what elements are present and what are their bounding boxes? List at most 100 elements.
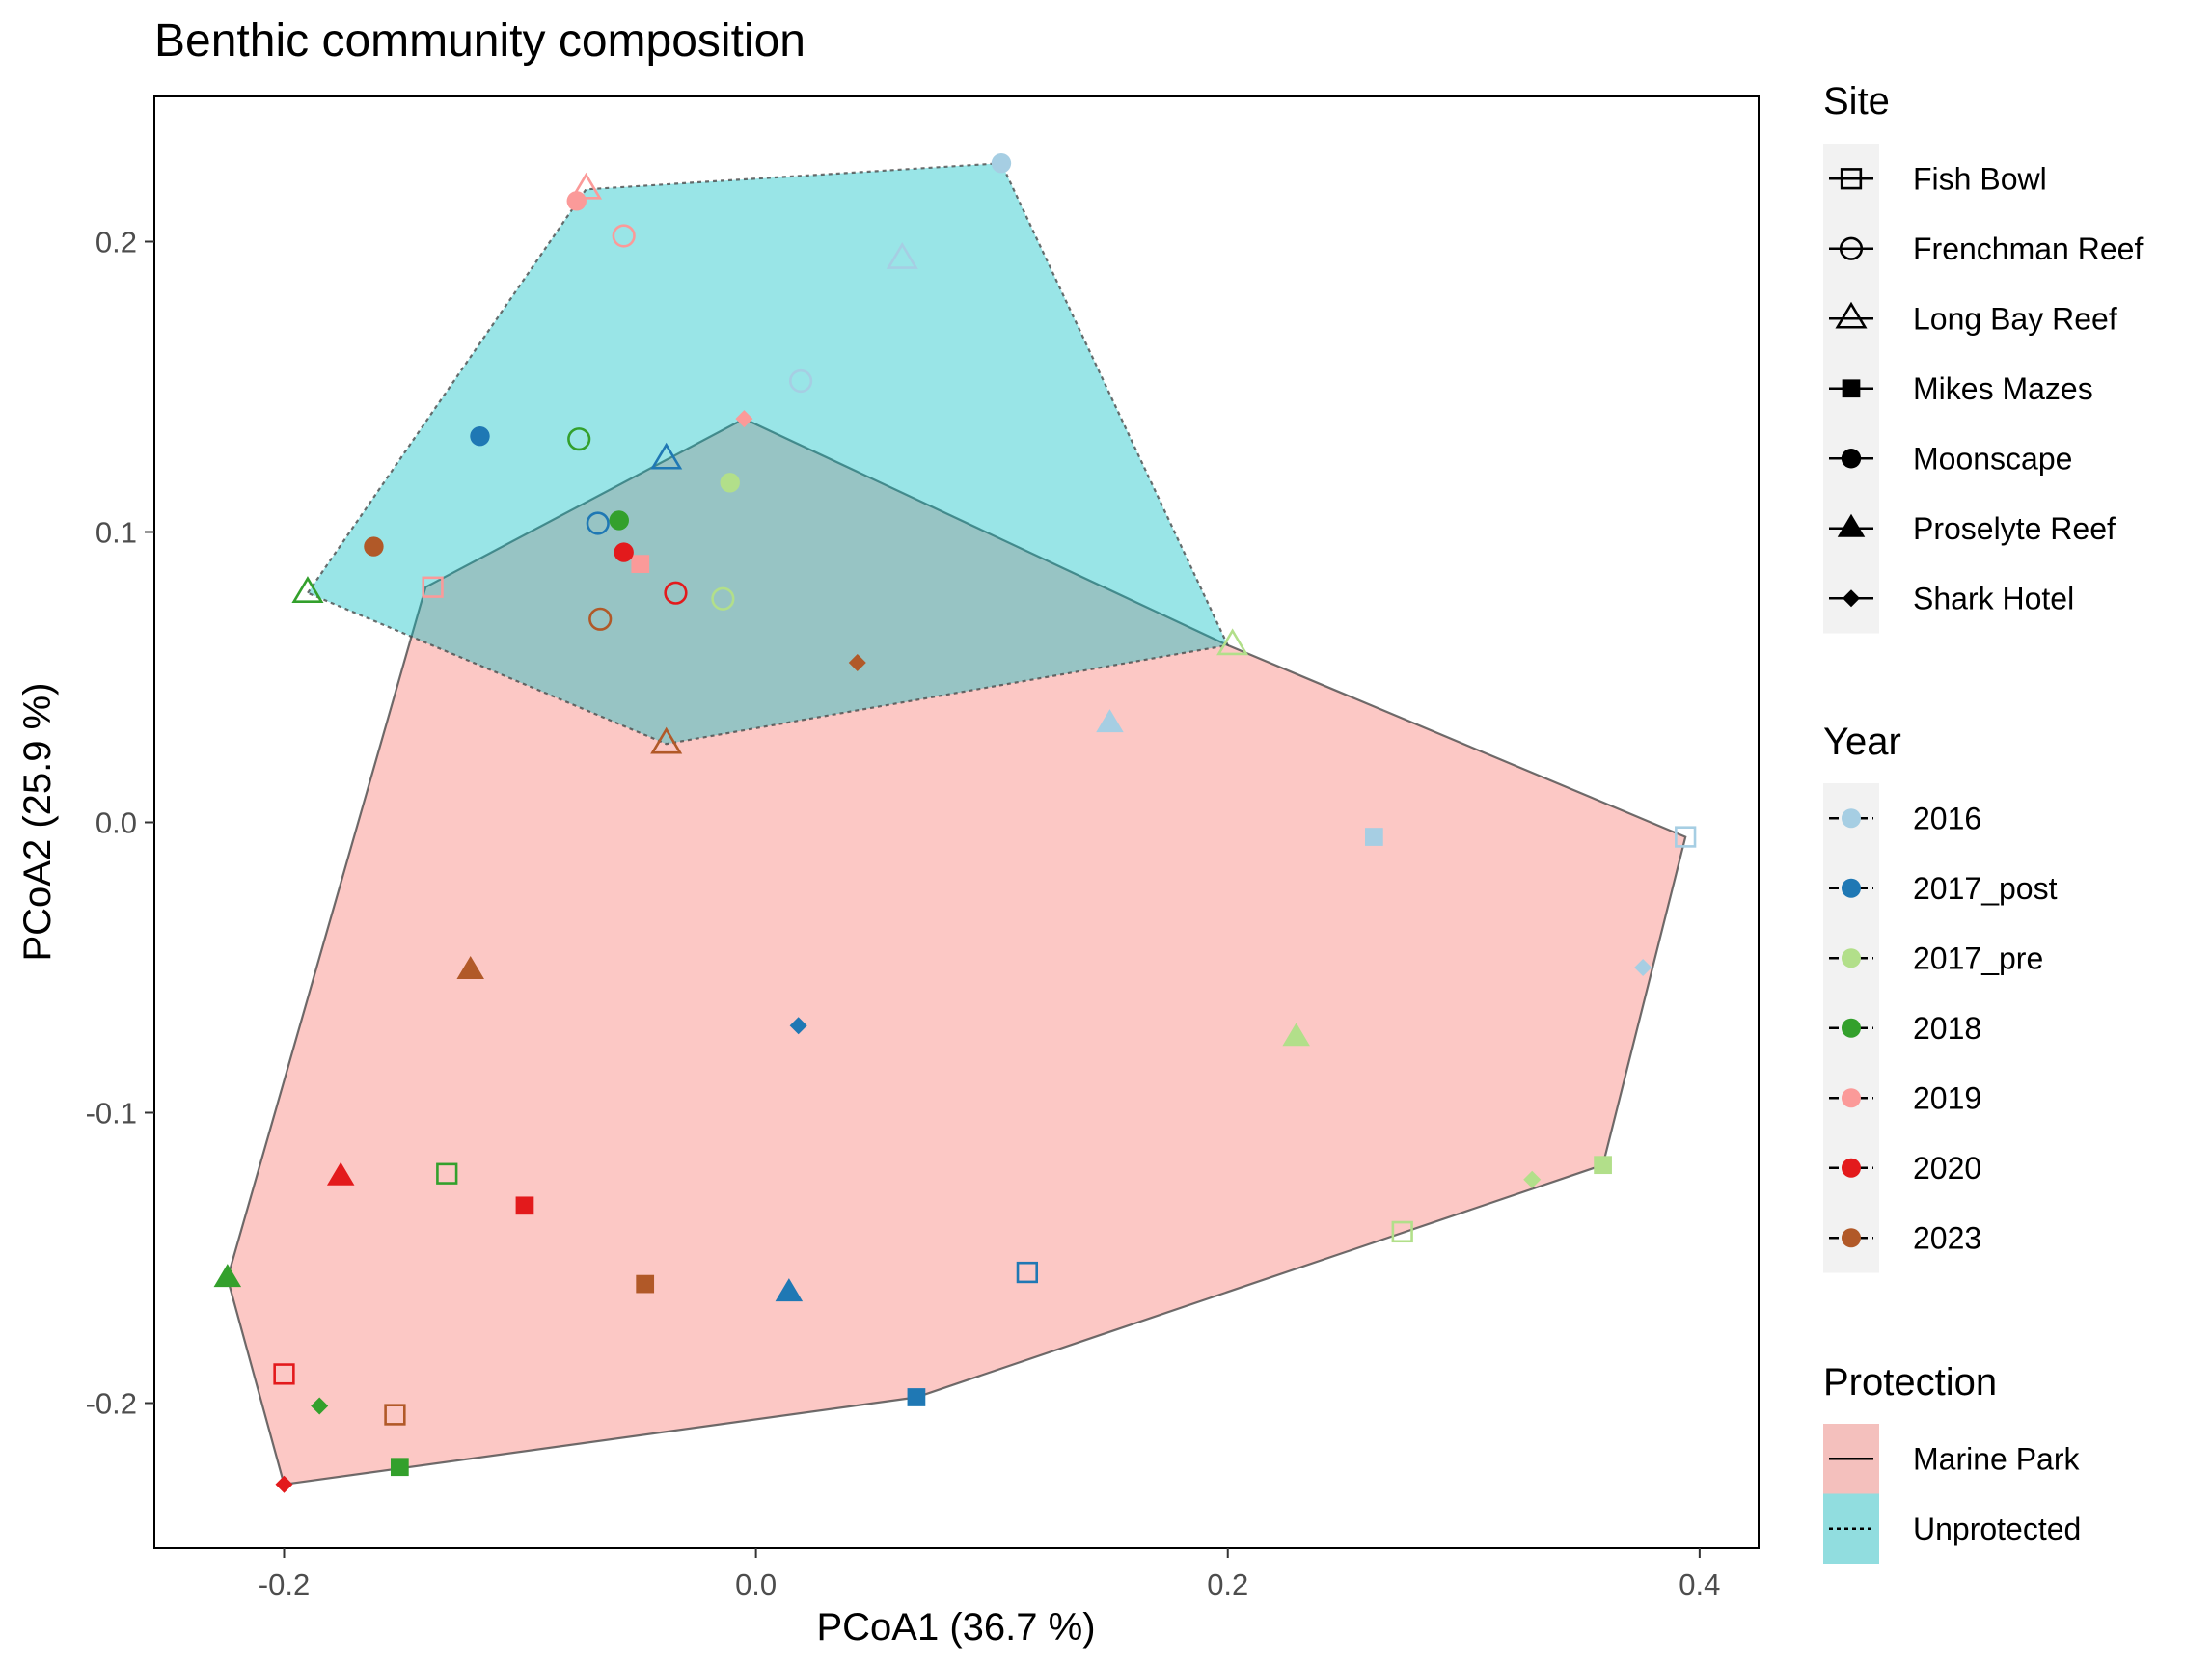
point-long-bay-reef-2018 — [291, 576, 324, 604]
point-moonscape-2023 — [364, 536, 384, 557]
legend-year-swatch — [1842, 808, 1861, 829]
plot-area — [153, 95, 1760, 1549]
point-moonscape-2017-post — [470, 425, 490, 447]
point-fish-bowl-2016 — [1675, 826, 1697, 848]
point-mikes-mazes-2018 — [390, 1458, 409, 1477]
point-shark-hotel-2023 — [848, 653, 866, 671]
legend-year-label: 2018 — [1913, 1011, 1981, 1046]
legend-year-label: 2020 — [1913, 1151, 1981, 1186]
legend-protection-label: Unprotected — [1913, 1512, 2081, 1546]
legend-site-symbol — [1837, 513, 1866, 537]
point-shark-hotel-2017-pre — [1523, 1170, 1542, 1188]
point-frenchman-reef-2018 — [567, 427, 591, 451]
point-shark-hotel-2017-post — [789, 1017, 807, 1035]
legend-site-symbol — [1835, 301, 1868, 329]
point-shark-hotel-2016 — [1634, 959, 1652, 976]
legend-year-swatch — [1842, 878, 1861, 898]
legend-year-label: 2017_post — [1913, 871, 2058, 906]
hull-unprotected — [306, 162, 1230, 746]
legend-year-swatch — [1842, 1158, 1861, 1178]
y-tick-label: 0.0 — [96, 806, 137, 840]
point-moonscape-2020 — [614, 542, 634, 562]
x-axis: -0.2 0.0 0.2 0.4 — [259, 1548, 1720, 1601]
legend-year-label: 2023 — [1913, 1220, 1981, 1255]
legend-year-item-2018: 2018 — [1823, 993, 1981, 1063]
y-tick-label: -0.2 — [86, 1387, 137, 1421]
legend-year-title: Year — [1823, 721, 1901, 763]
point-shark-hotel-2020 — [275, 1475, 293, 1493]
point-long-bay-reef-2016 — [886, 242, 918, 269]
point-long-bay-reef-2019 — [570, 172, 603, 200]
legend-site-label: Mikes Mazes — [1913, 371, 2093, 406]
point-mikes-mazes-2017-post — [907, 1388, 926, 1406]
legend-site-item-fish-bowl: Fish Bowl — [1823, 144, 2047, 214]
legend-site-label: Moonscape — [1913, 441, 2072, 476]
legend-year-item-2017-pre: 2017_pre — [1823, 923, 2043, 994]
legend-site-symbol — [1842, 379, 1861, 398]
point-proselyte-reef-2020 — [326, 1161, 355, 1186]
point-fish-bowl-2017-pre — [1391, 1220, 1413, 1243]
legend-year-swatch — [1842, 1088, 1861, 1108]
point-frenchman-reef-2019 — [612, 224, 636, 248]
legend-year-swatch — [1842, 1228, 1861, 1248]
legend-site-label: Fish Bowl — [1913, 161, 2047, 196]
legend-year-swatch — [1842, 948, 1861, 968]
point-layer — [213, 153, 1697, 1493]
x-tick-label: 0.2 — [1207, 1568, 1248, 1601]
x-tick-label: -0.2 — [259, 1568, 310, 1601]
legend-year-item-2016: 2016 — [1823, 783, 1981, 854]
point-mikes-mazes-2019 — [631, 555, 650, 573]
legend-year-item-2017-post: 2017_post — [1823, 853, 2058, 923]
legend-site-item-mikes-mazes: Mikes Mazes — [1823, 353, 2093, 423]
legend-year-item-2019: 2019 — [1823, 1063, 1981, 1133]
legend-site-symbol — [1839, 236, 1864, 260]
legend-site-item-moonscape: Moonscape — [1823, 423, 2072, 494]
legend-year-label: 2016 — [1913, 801, 1981, 835]
legend-year-item-2023: 2023 — [1823, 1203, 1981, 1273]
point-shark-hotel-2019 — [735, 410, 753, 428]
point-fish-bowl-2020 — [273, 1363, 295, 1385]
legend-year-swatch — [1842, 1018, 1861, 1038]
legend-protection-item-marine-park: Marine Park — [1823, 1424, 2081, 1494]
x-tick-label: 0.0 — [735, 1568, 777, 1601]
point-fish-bowl-2019 — [422, 576, 444, 598]
legend-protection-item-unprotected: Unprotected — [1823, 1493, 2081, 1564]
legend-protection-label: Marine Park — [1913, 1441, 2081, 1476]
y-axis-label: PCoA2 (25.9 %) — [16, 682, 59, 961]
point-moonscape-2017-pre — [720, 473, 740, 493]
point-long-bay-reef-2023 — [650, 726, 683, 754]
chart-title: Benthic community composition — [154, 15, 806, 67]
legend-site-symbol — [1843, 589, 1860, 608]
legend-site-title: Site — [1823, 80, 1890, 123]
point-shark-hotel-2018 — [311, 1397, 329, 1415]
point-mikes-mazes-2016 — [1365, 828, 1383, 846]
legend-site-item-frenchman-reef: Frenchman Reef — [1823, 213, 2143, 284]
legend-site: Site Fish Bowl Frenchman Reef Long Bay Ree… — [1823, 80, 2143, 634]
y-tick-label: 0.2 — [96, 226, 137, 259]
point-fish-bowl-2017-post — [1016, 1261, 1039, 1284]
point-frenchman-reef-2017-pre — [711, 586, 735, 611]
legend-protection: Protection Marine Park Unprotected — [1823, 1361, 2081, 1564]
legend-year-item-2020: 2020 — [1823, 1132, 1981, 1203]
y-tick-label: -0.1 — [86, 1097, 137, 1131]
x-tick-label: 0.4 — [1679, 1568, 1720, 1601]
point-proselyte-reef-2017-post — [775, 1278, 804, 1302]
point-mikes-mazes-2023 — [636, 1274, 655, 1294]
point-frenchman-reef-2017-post — [586, 511, 610, 535]
point-mikes-mazes-2017-pre — [1594, 1156, 1612, 1175]
legend-site-label: Frenchman Reef — [1913, 232, 2143, 266]
plot-panel — [154, 96, 1759, 1548]
point-frenchman-reef-2023 — [588, 607, 613, 631]
legend-site-label: Proselyte Reef — [1913, 511, 2116, 546]
legend-year-label: 2017_pre — [1913, 941, 2043, 975]
x-axis-label: PCoA1 (36.7 %) — [816, 1606, 1095, 1649]
point-moonscape-2019 — [566, 191, 587, 211]
legend-site-item-long-bay-reef: Long Bay Reef — [1823, 284, 2117, 354]
point-fish-bowl-2023 — [384, 1404, 406, 1426]
legend-site-symbol — [1841, 449, 1862, 469]
legend-site-item-proselyte-reef: Proselyte Reef — [1823, 493, 2116, 563]
legend-protection-title: Protection — [1823, 1361, 1997, 1404]
y-axis: -0.2 -0.1 0.0 0.1 0.2 — [86, 226, 154, 1421]
legend-site-item-shark-hotel: Shark Hotel — [1823, 563, 2074, 634]
